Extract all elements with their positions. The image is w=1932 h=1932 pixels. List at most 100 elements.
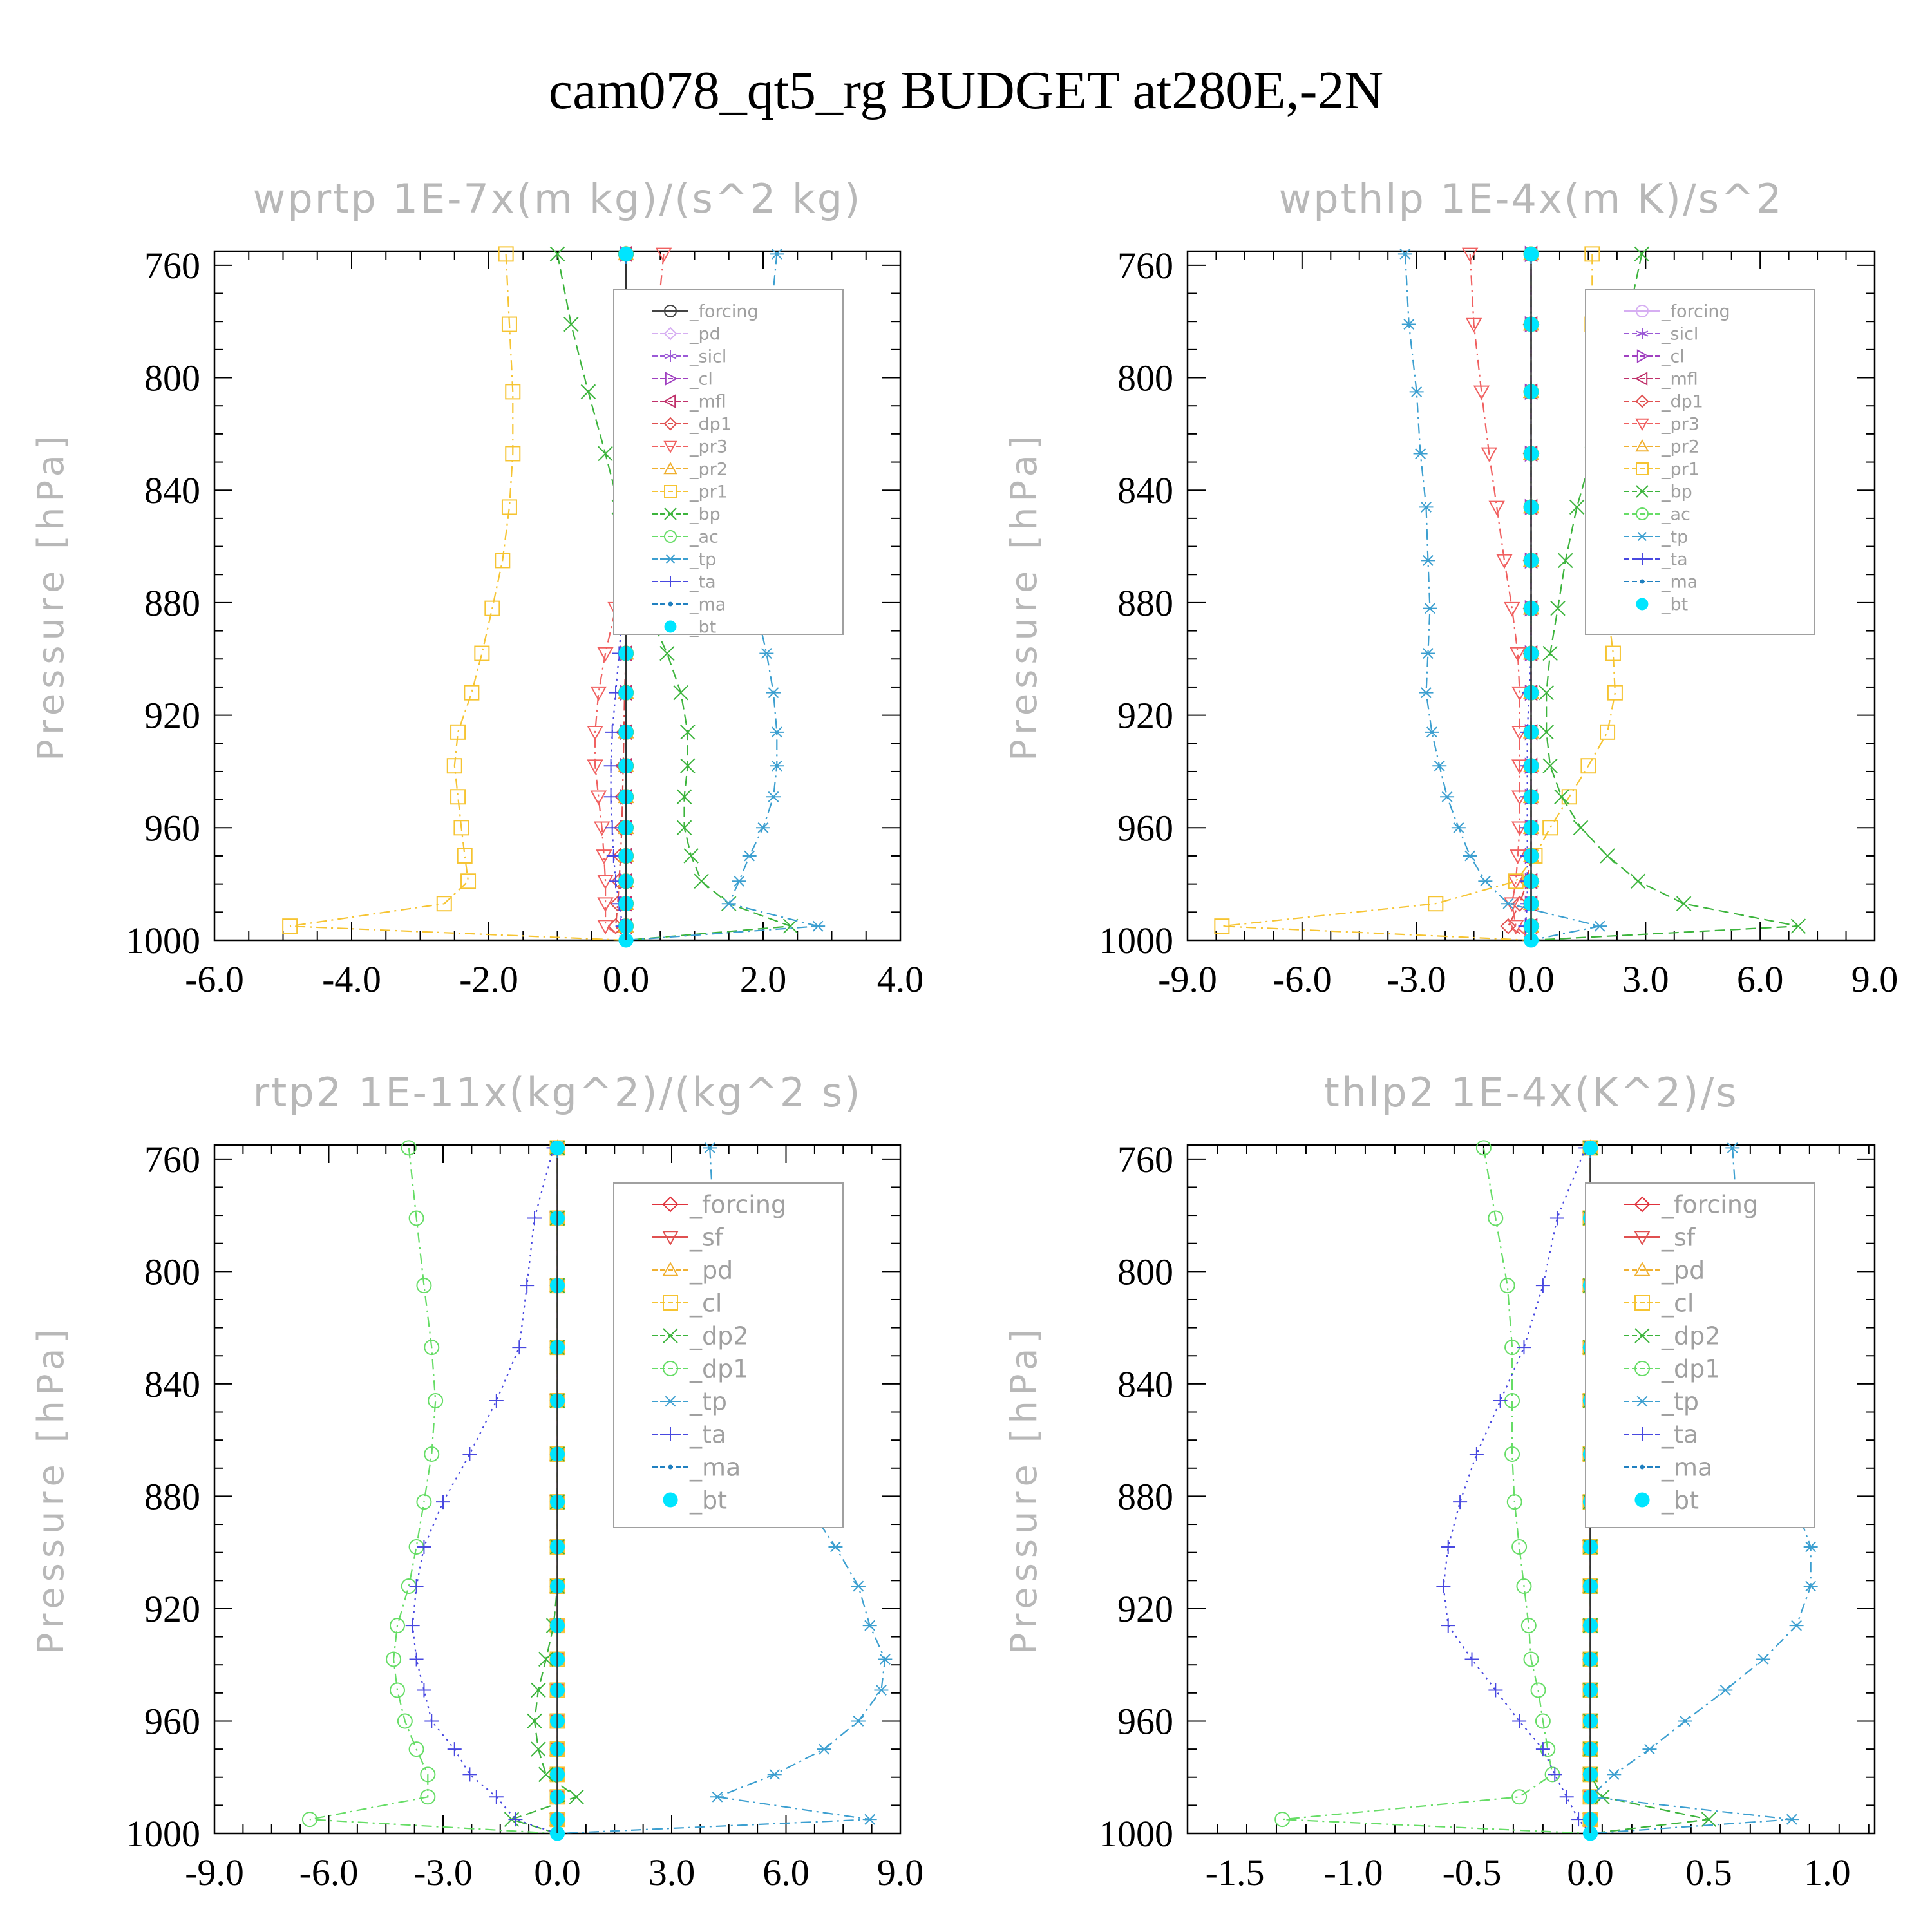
series-line [509,1148,578,1835]
data-point [498,246,514,262]
legend-marker [1636,462,1649,475]
legend-marker [1636,485,1649,498]
legend-item: _ta [1624,1420,1698,1448]
legend-label: _dp1 [1661,392,1703,412]
data-point [462,1446,477,1461]
legend-marker [663,1396,677,1407]
legend-marker [1634,372,1648,386]
data-point [1508,920,1524,935]
y-tick-label: 840 [1117,469,1173,511]
legend-marker [663,394,676,408]
data-point [683,848,699,864]
y-tick-label: 800 [1117,1251,1173,1293]
data-point [527,1211,542,1226]
data-point [603,790,618,804]
y-tick-label: 760 [1117,1139,1173,1180]
data-point [1473,385,1490,401]
data-point [417,1683,431,1698]
legend-item: _pr1 [652,482,728,502]
legend-label: _tp [689,1387,727,1416]
data-point [416,1278,432,1294]
data-point [1803,1541,1818,1553]
data-point [1493,1394,1508,1408]
y-tick-label: 960 [144,1700,200,1742]
legend-box [1585,1182,1815,1528]
x-tick-label: 3.0 [1622,958,1669,1000]
data-point [1504,1446,1520,1462]
x-ticks: -6.0 -4.0 -2.0 0.0 2.0 4.0 [185,251,923,1000]
legend-item: _tp [652,549,716,569]
data-point [512,1340,527,1355]
legend-label: _dp2 [1661,1321,1720,1350]
data-point [531,1682,546,1698]
data-point [770,726,784,738]
data-point [1506,1494,1522,1510]
legend-marker [1634,1328,1650,1343]
legend: _forcing_sicl_cl_mfl_dp1_pr3_pr2_pr1_bp_… [1585,289,1815,635]
data-point [474,645,490,661]
legend-label: _cl [689,369,713,389]
data-point [1584,246,1600,262]
data-point [1511,790,1528,806]
y-tick-label: 1000 [1099,920,1173,961]
x-ticks: -9.0 -6.0 -3.0 0.0 3.0 6.0 9.0 [185,1145,923,1893]
data-point [1441,1539,1455,1554]
legend-label: _pd [689,324,721,344]
y-tick-label: 920 [144,1588,200,1630]
y-tick-label: 880 [144,1475,200,1517]
y-axis-label: Pressure [hPa] [30,1324,72,1655]
data-point [1549,1211,1564,1226]
data-point [457,848,473,864]
x-tick-label: -6.0 [299,1852,359,1893]
panel-title: rtp2 1E-11x(kg^2)/(kg^2 s) [253,1069,862,1116]
legend-item: _pd [652,324,721,344]
legend-label: _mfl [1661,369,1698,389]
panel-2: wpthlp 1E-4x(m K)/s^2 Pressure [hPa] 760 80… [1003,175,1898,1000]
data-point [1488,1683,1503,1698]
data-point [1595,1789,1610,1804]
legend-label: _bt [1661,594,1688,614]
legend-marker [1640,579,1645,584]
data-point [1478,875,1493,887]
data-point [1517,1340,1531,1355]
x-tick-label: -6.0 [1273,958,1332,1000]
data-point [605,820,620,835]
legend-marker [1634,1231,1651,1246]
data-point [1634,246,1650,262]
data-point [569,1789,584,1804]
legend-item: _pd [652,1256,733,1284]
legend-item: _bp [652,504,721,524]
data-point [1425,726,1439,738]
data-point [464,685,480,701]
legend-label: _sf [689,1223,724,1251]
data-point [874,1685,889,1696]
data-point [597,920,614,935]
data-point [659,645,675,661]
legend-label: _sicl [689,346,726,366]
legend-item: _mfl [652,392,726,412]
data-point [505,384,521,400]
data-point [1520,1618,1537,1634]
legend-item: _dp1 [1624,392,1703,412]
panels: wprtp 1E-7x(m kg)/(s^2 kg) Pressure [hPa]… [30,175,1898,1893]
x-ticks: -1.5 -1.0 -0.5 0.0 0.5 1.0 [1187,1145,1870,1893]
series-ta [405,1141,561,1835]
legend-label: _dp1 [1661,1354,1720,1383]
data-point [405,1618,420,1633]
legend-label: _bp [1661,482,1692,502]
legend-marker [1636,531,1648,542]
legend: _forcing _sf _pd _cl _dp2 _dp1 _tp _ta _ma _bt [1585,1182,1815,1528]
legend-label: _bt [689,617,716,637]
data-point [450,789,466,805]
data-point [1516,1578,1532,1595]
data-point [538,1651,554,1667]
data-point [1409,386,1424,397]
data-point [527,1713,542,1729]
y-tick-label: 920 [144,695,200,737]
data-point [1630,873,1646,889]
legend-marker [663,1427,677,1441]
data-point [1436,1579,1451,1594]
legend-label: _dp1 [689,414,732,434]
data-point [587,726,603,741]
